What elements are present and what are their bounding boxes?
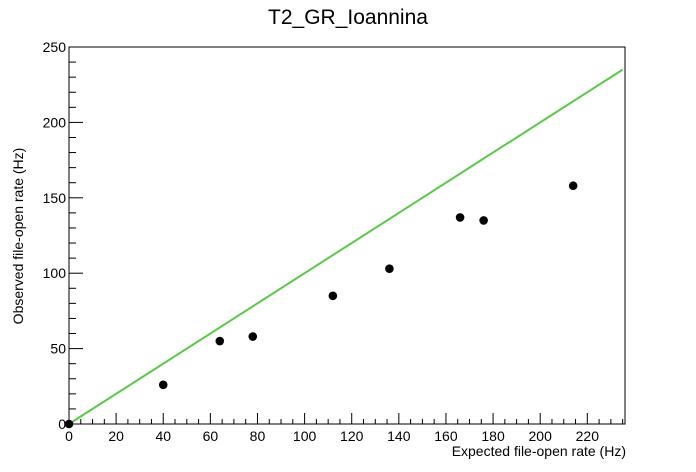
data-point xyxy=(158,380,168,390)
y-tick-label: 150 xyxy=(43,190,67,206)
x-tick-label: 60 xyxy=(203,428,219,444)
x-tick-label: 220 xyxy=(576,428,600,444)
x-tick-label: 20 xyxy=(108,428,124,444)
x-tick-label: 160 xyxy=(434,428,458,444)
y-tick-label: 250 xyxy=(43,39,67,55)
data-point xyxy=(479,216,488,225)
chart-title: T2_GR_Ioannina xyxy=(268,6,428,29)
plot-frame xyxy=(68,46,626,425)
data-point xyxy=(64,419,74,429)
data-point xyxy=(568,181,578,191)
y-tick-label: 200 xyxy=(43,114,67,130)
x-tick-label: 0 xyxy=(65,428,73,444)
x-tick-label: 200 xyxy=(529,428,553,444)
data-point xyxy=(215,336,225,346)
y-tick-label: 50 xyxy=(50,341,66,357)
x-axis-label: Expected file-open rate (Hz) xyxy=(452,443,626,459)
data-point xyxy=(248,332,258,341)
data-point xyxy=(328,291,338,301)
x-tick-label: 40 xyxy=(155,428,171,444)
x-tick-label: 100 xyxy=(293,428,317,444)
y-axis-label: Observed file-open rate (Hz) xyxy=(10,148,26,325)
data-point xyxy=(455,213,465,222)
data-point xyxy=(385,264,394,273)
y-tick-label: 0 xyxy=(58,416,66,432)
chart-marks xyxy=(64,68,624,429)
y-tick-label: 100 xyxy=(43,265,67,281)
x-tick-label: 80 xyxy=(250,428,266,444)
x-tick-label: 140 xyxy=(387,428,411,444)
reference-line xyxy=(68,68,624,425)
axis-ticks: 0 20 40 60 80 100 120 140 160 180 200 220 0 50 100 150 2… xyxy=(43,39,624,444)
x-tick-label: 180 xyxy=(481,428,505,444)
x-tick-label: 120 xyxy=(340,428,364,444)
